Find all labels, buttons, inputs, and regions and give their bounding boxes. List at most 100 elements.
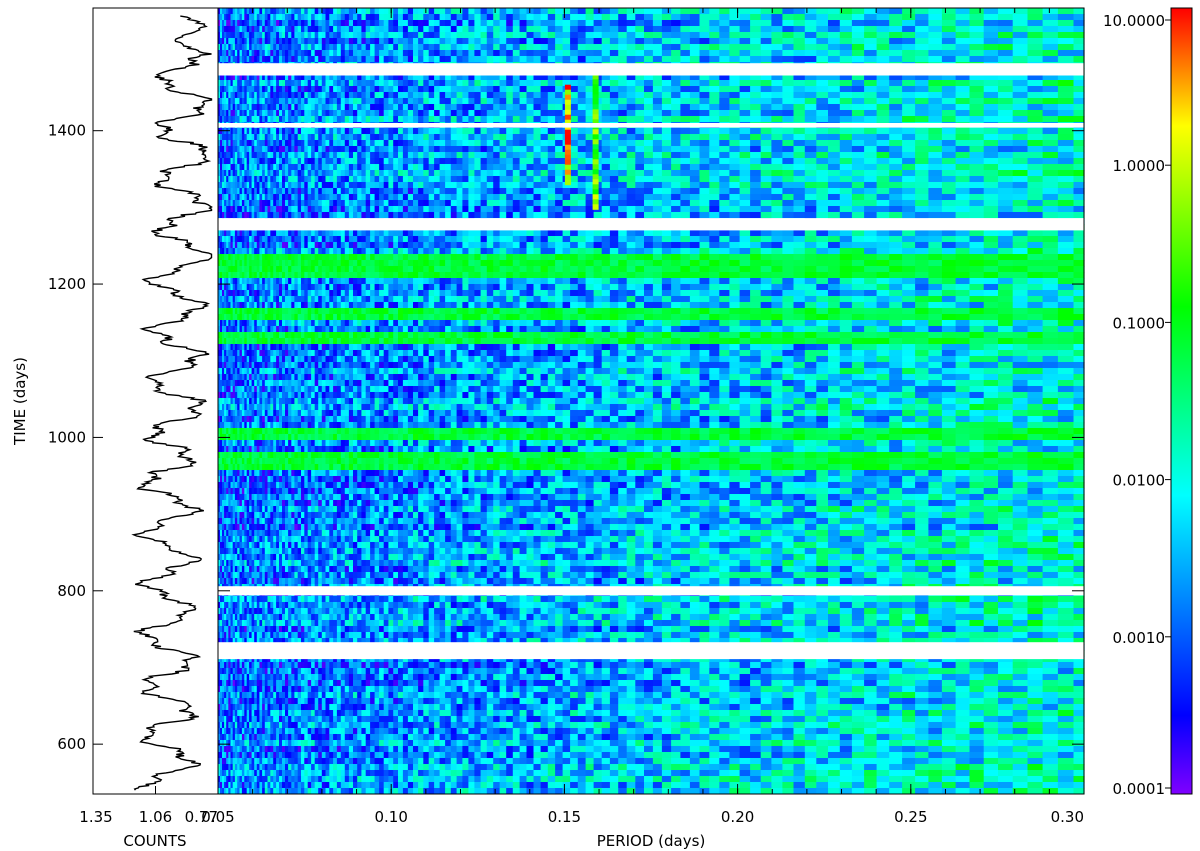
heatmap-cell xyxy=(318,80,323,87)
heatmap-cell xyxy=(232,56,236,63)
heatmap-cell xyxy=(230,212,234,219)
heatmap-cell xyxy=(474,98,482,105)
heatmap-cell xyxy=(1073,86,1085,93)
heatmap-cell xyxy=(383,80,389,87)
heatmap-cell xyxy=(480,212,488,219)
heatmap-cell xyxy=(402,194,409,201)
heatmap-cell xyxy=(325,128,330,135)
heatmap-cell xyxy=(329,74,334,81)
heatmap-cell xyxy=(321,230,327,237)
heatmap-cell xyxy=(282,128,286,135)
heatmap-cell xyxy=(771,92,783,99)
heatmap-cell xyxy=(307,128,312,135)
heatmap-cell xyxy=(998,182,1014,189)
heatmap-cell xyxy=(609,44,619,51)
heatmap-cell xyxy=(955,170,971,177)
heatmap-cell xyxy=(329,80,334,87)
heatmap-cell xyxy=(729,14,741,21)
heatmap-cell xyxy=(407,8,414,15)
heatmap-cell xyxy=(314,212,319,219)
heatmap-cell xyxy=(512,206,521,213)
heatmap-cell xyxy=(816,200,829,207)
heatmap-cell xyxy=(969,176,985,183)
heatmap-cell xyxy=(282,158,286,165)
heatmap-cell xyxy=(232,236,236,243)
heatmap-cell xyxy=(555,206,564,213)
heatmap-cell xyxy=(256,212,260,219)
heatmap-cell xyxy=(237,38,241,45)
heatmap-cell xyxy=(239,128,243,135)
heatmap-cell xyxy=(365,188,371,195)
heatmap-cell xyxy=(1012,158,1029,165)
heatmap-cell xyxy=(816,134,829,141)
heatmap-cell xyxy=(294,182,299,189)
heatmap-cell xyxy=(301,74,305,81)
heatmap-cell xyxy=(828,116,841,123)
heatmap-cell xyxy=(244,116,248,123)
heatmap-cell xyxy=(902,14,916,21)
heatmap-cell xyxy=(699,176,710,183)
heatmap-cell xyxy=(301,104,305,111)
heatmap-cell xyxy=(340,104,346,111)
heatmap-cell xyxy=(493,164,501,171)
heatmap-cell xyxy=(297,116,302,123)
heatmap-cell xyxy=(314,158,319,165)
heatmap-cell xyxy=(379,20,385,27)
heatmap-cell xyxy=(609,188,619,195)
heatmap-cell xyxy=(445,230,452,237)
heatmap-cell xyxy=(512,56,521,63)
heatmap-cell xyxy=(336,98,342,105)
heatmap-cell xyxy=(915,128,929,135)
heatmap-cell xyxy=(232,110,236,117)
heatmap-cell xyxy=(357,110,362,117)
heatmap-cell xyxy=(439,86,446,93)
heatmap-cell xyxy=(361,74,367,81)
heatmap-cell xyxy=(969,158,985,165)
heatmap-cell xyxy=(267,128,271,135)
heatmap-cell xyxy=(456,44,464,51)
heatmap-cell xyxy=(423,176,430,183)
heatmap-cell xyxy=(311,110,316,117)
heatmap-cell xyxy=(365,194,371,201)
heatmap-cell xyxy=(393,134,399,141)
heatmap-cell xyxy=(456,200,464,207)
heatmap-cell xyxy=(228,236,232,243)
heatmap-cell xyxy=(383,230,389,237)
heatmap-cell xyxy=(983,26,999,33)
heatmap-cell xyxy=(486,128,494,135)
heatmap-cell xyxy=(291,230,296,237)
heatmap-cell xyxy=(336,140,342,147)
heatmap-cell xyxy=(297,110,302,117)
heatmap-cell xyxy=(480,176,488,183)
heatmap-cell xyxy=(719,44,730,51)
heatmap-cell xyxy=(329,128,334,135)
heatmap-cell xyxy=(361,80,367,87)
heatmap-cell xyxy=(297,86,302,93)
heatmap-cell xyxy=(329,104,334,111)
heatmap-cell xyxy=(915,92,929,99)
heatmap-cell xyxy=(486,44,494,51)
heatmap-cell xyxy=(729,50,741,57)
heatmap-cell xyxy=(555,44,564,51)
heatmap-cell xyxy=(1057,188,1075,195)
heatmap-cell xyxy=(750,134,762,141)
heatmap-cell xyxy=(902,26,916,33)
heatmap-cell xyxy=(760,8,773,15)
heatmap-cell xyxy=(876,230,890,237)
heatmap-cell xyxy=(577,230,587,237)
heatmap-cell xyxy=(547,128,556,135)
heatmap-cell xyxy=(562,74,571,81)
heatmap-cell xyxy=(493,14,501,21)
heatmap-cell xyxy=(259,236,263,243)
heatmap-cell xyxy=(555,74,564,81)
heatmap-cell xyxy=(288,206,292,213)
heatmap-cell xyxy=(374,194,380,201)
heatmap-cell xyxy=(750,164,762,171)
heatmap-cell xyxy=(439,50,446,57)
heatmap-cell xyxy=(804,44,817,51)
heatmap-cell xyxy=(307,176,312,183)
heatmap-cell xyxy=(297,200,302,207)
heatmap-cell xyxy=(357,182,362,189)
heatmap-cell xyxy=(325,8,330,15)
heatmap-cell xyxy=(1027,152,1044,159)
